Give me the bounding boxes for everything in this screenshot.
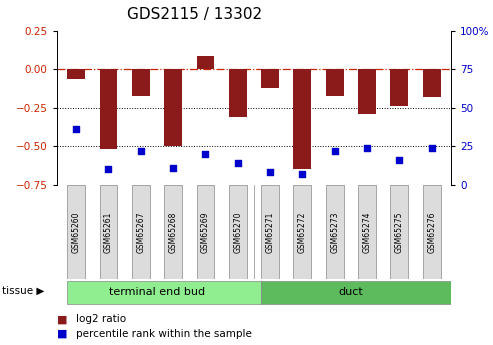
Text: GSM65276: GSM65276 [427,211,436,253]
Point [298,171,306,177]
Text: GSM65274: GSM65274 [362,211,372,253]
Bar [261,281,455,304]
Text: GSM65260: GSM65260 [71,211,80,253]
Bar [67,281,261,304]
Bar [293,185,311,279]
Text: GDS2115 / 13302: GDS2115 / 13302 [127,8,262,22]
Point [169,165,177,170]
Text: GSM65267: GSM65267 [136,211,145,253]
Bar [229,185,246,279]
Bar [164,69,182,146]
Text: percentile rank within the sample: percentile rank within the sample [76,329,252,339]
Bar [67,69,85,79]
Text: GSM65273: GSM65273 [330,211,339,253]
Bar [67,185,85,279]
Bar [229,69,246,117]
Point [202,151,210,157]
Point [72,127,80,132]
Text: duct: duct [339,287,363,297]
Text: GSM65272: GSM65272 [298,211,307,253]
Text: GSM65268: GSM65268 [169,211,177,253]
Bar [358,69,376,114]
Bar [326,185,344,279]
Bar [197,185,214,279]
Bar [390,185,408,279]
Text: terminal end bud: terminal end bud [109,287,205,297]
Bar [390,69,408,106]
Text: GSM65270: GSM65270 [233,211,242,253]
Point [428,145,436,150]
Point [266,169,274,175]
Bar [423,185,441,279]
Point [331,148,339,154]
Bar [326,69,344,96]
Bar [293,69,311,169]
Point [234,160,242,166]
Bar [358,185,376,279]
Bar [132,185,150,279]
Text: GSM65261: GSM65261 [104,211,113,253]
Bar [100,69,117,149]
Bar [197,56,214,69]
Bar [100,185,117,279]
Bar [261,185,279,279]
Text: GSM65271: GSM65271 [266,211,275,253]
Text: GSM65275: GSM65275 [395,211,404,253]
Bar [261,69,279,88]
Point [395,157,403,163]
Text: ■: ■ [57,329,67,339]
Bar [164,185,182,279]
Bar [132,69,150,96]
Text: ■: ■ [57,314,67,324]
Bar [423,69,441,97]
Text: tissue ▶: tissue ▶ [2,286,45,296]
Point [137,148,144,154]
Point [105,166,112,172]
Text: log2 ratio: log2 ratio [76,314,127,324]
Text: GSM65269: GSM65269 [201,211,210,253]
Point [363,145,371,150]
